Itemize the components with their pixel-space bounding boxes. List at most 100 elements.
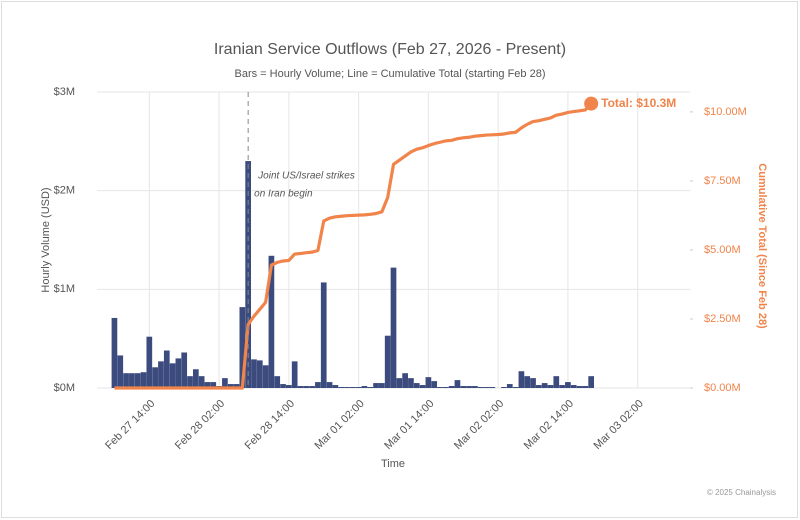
y-tick-label: $0M	[54, 382, 75, 394]
x-tick-label: Feb 27 14:00	[103, 398, 157, 452]
bar	[431, 381, 438, 388]
bar	[477, 387, 484, 388]
bar	[565, 382, 571, 388]
bar	[210, 382, 217, 388]
bar	[198, 376, 205, 388]
y2-tick-label: $10.00M	[704, 106, 747, 118]
x-tick-label: Mar 03 02:00	[592, 398, 646, 452]
end-label: Total: $10.3M	[601, 96, 676, 110]
bar	[448, 386, 455, 388]
bar	[524, 376, 531, 388]
bar	[402, 373, 408, 388]
bar	[315, 382, 321, 388]
bar	[274, 376, 281, 388]
bar	[460, 386, 467, 388]
bar	[390, 267, 397, 388]
bar	[233, 384, 240, 388]
bar	[355, 387, 362, 388]
bar	[408, 378, 414, 388]
bar	[588, 376, 595, 388]
bar	[425, 377, 432, 388]
bar	[535, 385, 542, 388]
y2-tick-label: $5.00M	[704, 244, 741, 256]
y2-tick-label: $2.50M	[704, 313, 741, 325]
bar	[361, 386, 368, 388]
bar	[489, 387, 496, 388]
bar	[111, 317, 118, 388]
bar	[419, 385, 426, 388]
bar	[506, 384, 513, 388]
bar	[134, 373, 141, 388]
bar	[466, 386, 472, 388]
annotation: on Iran begin	[254, 189, 313, 200]
bar	[117, 355, 124, 388]
x-axis-label: Time	[381, 458, 405, 470]
bar	[222, 378, 228, 388]
bar	[192, 369, 199, 388]
bar	[559, 385, 565, 388]
footer: © 2025 Chainalysis	[707, 488, 776, 497]
bar	[379, 383, 385, 388]
bar	[297, 386, 304, 388]
x-tick-label: Mar 01 02:00	[312, 398, 366, 452]
bar	[129, 373, 135, 388]
bar	[326, 382, 333, 388]
bar	[320, 282, 327, 388]
bar	[158, 361, 164, 388]
y2-tick-label: $0.00M	[704, 382, 741, 394]
y-axis-label: Hourly Volume (USD)	[40, 187, 52, 292]
bar	[541, 383, 548, 388]
bar	[187, 376, 193, 388]
bar	[175, 358, 182, 388]
chart-subtitle: Bars = Hourly Volume; Line = Cumulative …	[234, 68, 545, 80]
y2-tick-label: $7.50M	[704, 175, 741, 187]
bar	[367, 387, 374, 388]
bar	[530, 378, 536, 388]
bar	[204, 382, 211, 388]
y-tick-label: $1M	[54, 283, 75, 295]
x-tick-label: Feb 28 02:00	[173, 398, 227, 452]
x-tick-label: Mar 01 14:00	[382, 398, 436, 452]
bar	[262, 365, 269, 388]
bar	[251, 359, 257, 388]
bar	[123, 373, 129, 388]
bar	[547, 385, 554, 388]
bar	[169, 363, 176, 388]
bar	[227, 384, 234, 388]
x-tick-label: Mar 02 02:00	[452, 398, 506, 452]
bar	[472, 386, 478, 388]
x-tick-label: Mar 02 14:00	[522, 398, 576, 452]
bar	[291, 361, 298, 388]
bar	[239, 307, 246, 388]
bar	[396, 378, 403, 388]
bar	[286, 385, 292, 388]
bar	[309, 386, 315, 388]
chart-title: Iranian Service Outflows (Feb 27, 2026 -…	[214, 41, 566, 58]
bar	[442, 387, 449, 388]
bar	[146, 336, 153, 388]
bar	[454, 380, 461, 388]
bar	[373, 383, 379, 388]
end-dot	[584, 96, 599, 111]
y2-axis-label: Cumulative Total (Since Feb 28)	[756, 163, 768, 329]
x-tick-label: Feb 28 14:00	[243, 398, 297, 452]
bar	[570, 385, 577, 388]
bar	[344, 387, 350, 388]
bar	[303, 386, 310, 388]
annotation: Joint US/Israel strikes	[257, 171, 355, 182]
bar	[384, 335, 391, 388]
bar	[349, 387, 356, 388]
bar	[280, 384, 286, 388]
bar	[332, 385, 339, 388]
bar	[576, 386, 583, 388]
bar	[163, 350, 170, 388]
bar	[181, 352, 188, 388]
bar	[553, 376, 560, 388]
bar	[413, 383, 420, 388]
bar	[256, 360, 263, 388]
bar	[501, 387, 507, 388]
bar	[518, 371, 525, 388]
y-tick-label: $3M	[54, 86, 75, 98]
